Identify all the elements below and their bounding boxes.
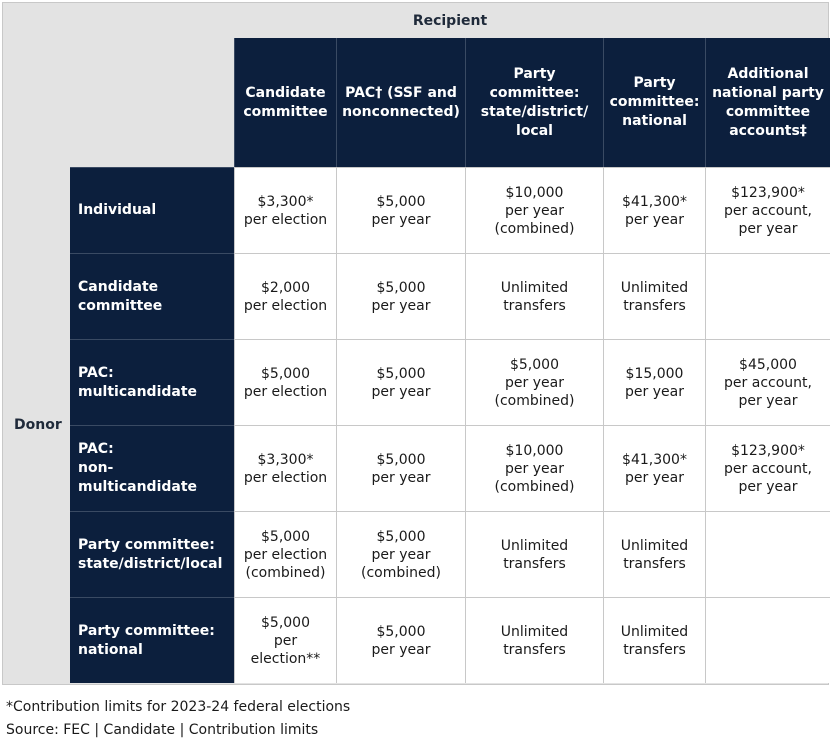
corner-blank — [3, 38, 234, 167]
contribution-limits-table: Recipient Donor Candidate committee PAC†… — [2, 2, 830, 685]
table-cell: Unlimited transfers — [465, 597, 603, 683]
footnote: *Contribution limits for 2023-24 federal… — [6, 699, 351, 715]
table-cell: $41,300* per year — [603, 425, 705, 511]
row-header-pac-multicandidate: PAC: multicandidate — [70, 339, 234, 425]
table-cell: Unlimited transfers — [603, 511, 705, 597]
source-line: Source: FEC | Candidate | Contribution l… — [6, 722, 319, 738]
table-cell: Unlimited transfers — [603, 253, 705, 339]
table-cell: $123,900* per account, per year — [705, 167, 830, 253]
table-cell: $41,300* per year — [603, 167, 705, 253]
table-cell: Unlimited transfers — [603, 597, 705, 683]
table-cell: $45,000 per account, per year — [705, 339, 830, 425]
row-header-party-state: Party committee: state/district/local — [70, 511, 234, 597]
table-cell: $3,300* per election — [234, 167, 336, 253]
table-cell: $10,000 per year (combined) — [465, 167, 603, 253]
table-cell: $15,000 per year — [603, 339, 705, 425]
table-cell: $5,000 per election (combined) — [234, 511, 336, 597]
table-cell: Unlimited transfers — [465, 253, 603, 339]
table-cell: $5,000 per year (combined) — [336, 511, 465, 597]
row-header-candidate-committee: Candidate committee — [70, 253, 234, 339]
table-cell: $5,000 per election — [234, 339, 336, 425]
row-header-pac-non-multicandidate: PAC: non- multicandidate — [70, 425, 234, 511]
column-header-candidate-committee: Candidate committee — [234, 38, 336, 167]
table-cell: $2,000 per election — [234, 253, 336, 339]
table-cell: $5,000 per year — [336, 597, 465, 683]
table-cell: $10,000 per year (combined) — [465, 425, 603, 511]
top-left-blank — [3, 3, 70, 38]
column-header-party-national: Party committee: national — [603, 38, 705, 167]
donor-label: Donor — [3, 167, 70, 683]
table-cell: $5,000 per year — [336, 425, 465, 511]
row-header-individual: Individual — [70, 167, 234, 253]
table-cell: $3,300* per election — [234, 425, 336, 511]
column-header-pac: PAC† (SSF and nonconnected) — [336, 38, 465, 167]
column-header-party-state: Party committee: state/district/ local — [465, 38, 603, 167]
row-header-party-national: Party committee: national — [70, 597, 234, 683]
table-cell: $5,000 per election** — [234, 597, 336, 683]
table-cell: $5,000 per year — [336, 167, 465, 253]
table-cell — [705, 597, 830, 683]
table-cell: $5,000 per year — [336, 253, 465, 339]
table-cell: $5,000 per year (combined) — [465, 339, 603, 425]
column-header-additional-accounts: Additional national party committee acco… — [705, 38, 830, 167]
table-cell — [705, 511, 830, 597]
recipient-label: Recipient — [412, 12, 488, 29]
table-cell: Unlimited transfers — [465, 511, 603, 597]
table-cell: $123,900* per account, per year — [705, 425, 830, 511]
table-cell — [705, 253, 830, 339]
table-cell: $5,000 per year — [336, 339, 465, 425]
